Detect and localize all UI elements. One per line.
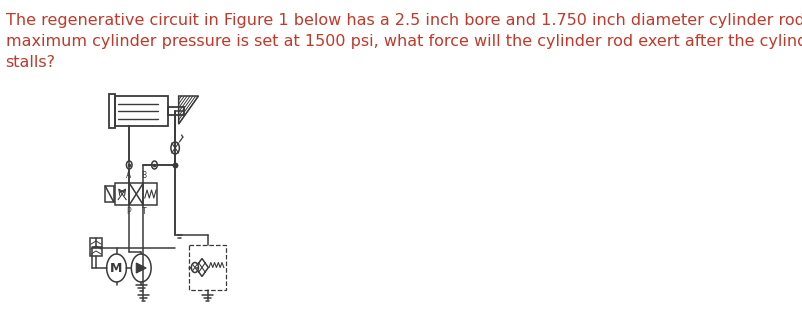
Text: maximum cylinder pressure is set at 1500 psi, what force will the cylinder rod e: maximum cylinder pressure is set at 1500… <box>6 34 802 49</box>
Circle shape <box>107 254 127 282</box>
Bar <box>189 245 226 290</box>
Text: B: B <box>141 171 147 180</box>
Bar <box>91 238 102 256</box>
Circle shape <box>132 254 151 282</box>
Text: P: P <box>126 207 131 216</box>
Circle shape <box>192 262 198 272</box>
Bar <box>144 183 157 205</box>
Text: stalls?: stalls? <box>6 55 55 70</box>
Bar <box>115 183 129 205</box>
Circle shape <box>171 142 180 154</box>
Text: The regenerative circuit in Figure 1 below has a 2.5 inch bore and 1.750 inch di: The regenerative circuit in Figure 1 bel… <box>6 13 802 28</box>
Bar <box>105 186 114 202</box>
Text: M: M <box>111 262 123 275</box>
Bar <box>129 183 144 205</box>
Circle shape <box>127 161 132 169</box>
Circle shape <box>152 161 157 169</box>
Text: T: T <box>142 207 147 216</box>
Bar <box>115 96 168 126</box>
Bar <box>168 107 184 115</box>
Polygon shape <box>136 263 146 273</box>
Text: A: A <box>126 171 132 180</box>
Polygon shape <box>196 258 209 276</box>
Bar <box>109 94 115 128</box>
